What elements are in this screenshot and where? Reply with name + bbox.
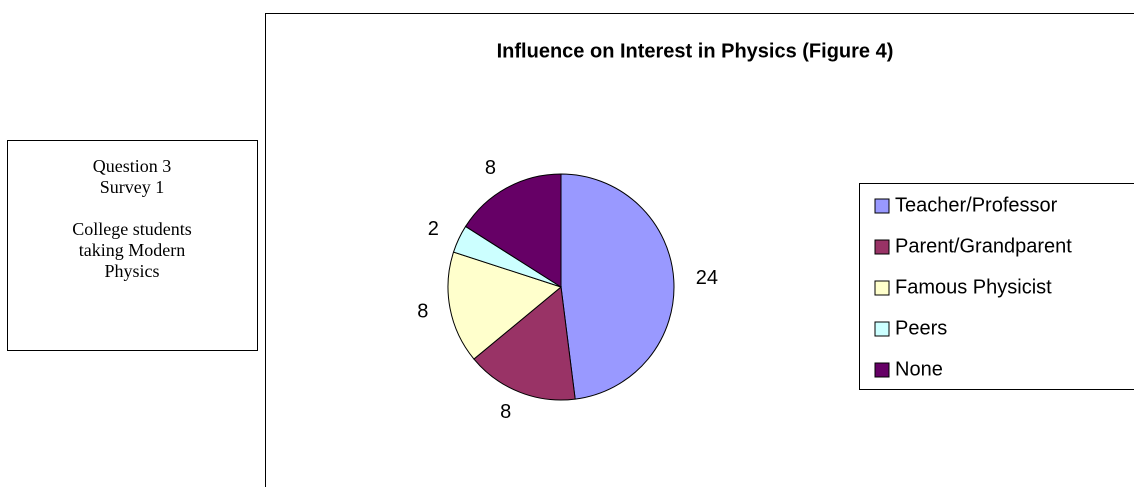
data-label: 8 xyxy=(485,157,496,179)
legend-label: Teacher/Professor xyxy=(895,194,1058,216)
note-line: Physics xyxy=(104,261,159,281)
chart-frame xyxy=(265,13,1134,487)
legend-swatch xyxy=(874,198,890,214)
legend-swatch xyxy=(874,280,890,296)
legend-label: Parent/Grandparent xyxy=(895,235,1072,257)
note-line: taking Modern xyxy=(79,240,185,260)
pie-slice xyxy=(473,286,576,401)
pie-slice xyxy=(447,251,563,360)
note-line: Question 3 xyxy=(93,156,172,176)
legend-swatch xyxy=(874,321,890,337)
legend-swatch xyxy=(874,362,890,378)
data-label: 8 xyxy=(417,301,428,323)
note-line: Survey 1 xyxy=(100,177,165,197)
legend-box xyxy=(859,183,1134,390)
legend-label: Peers xyxy=(895,317,947,339)
data-label: 24 xyxy=(696,267,718,289)
pie-slice xyxy=(560,173,675,400)
data-label: 8 xyxy=(500,401,511,423)
pie-slice xyxy=(464,173,562,288)
note-line: College students xyxy=(72,219,192,239)
data-label: 2 xyxy=(428,218,439,240)
legend-label: None xyxy=(895,358,943,380)
note-box xyxy=(7,140,258,351)
legend-label: Famous Physicist xyxy=(895,276,1052,298)
chart-title: Influence on Interest in Physics (Figure… xyxy=(497,40,894,62)
legend-swatch xyxy=(874,239,890,255)
